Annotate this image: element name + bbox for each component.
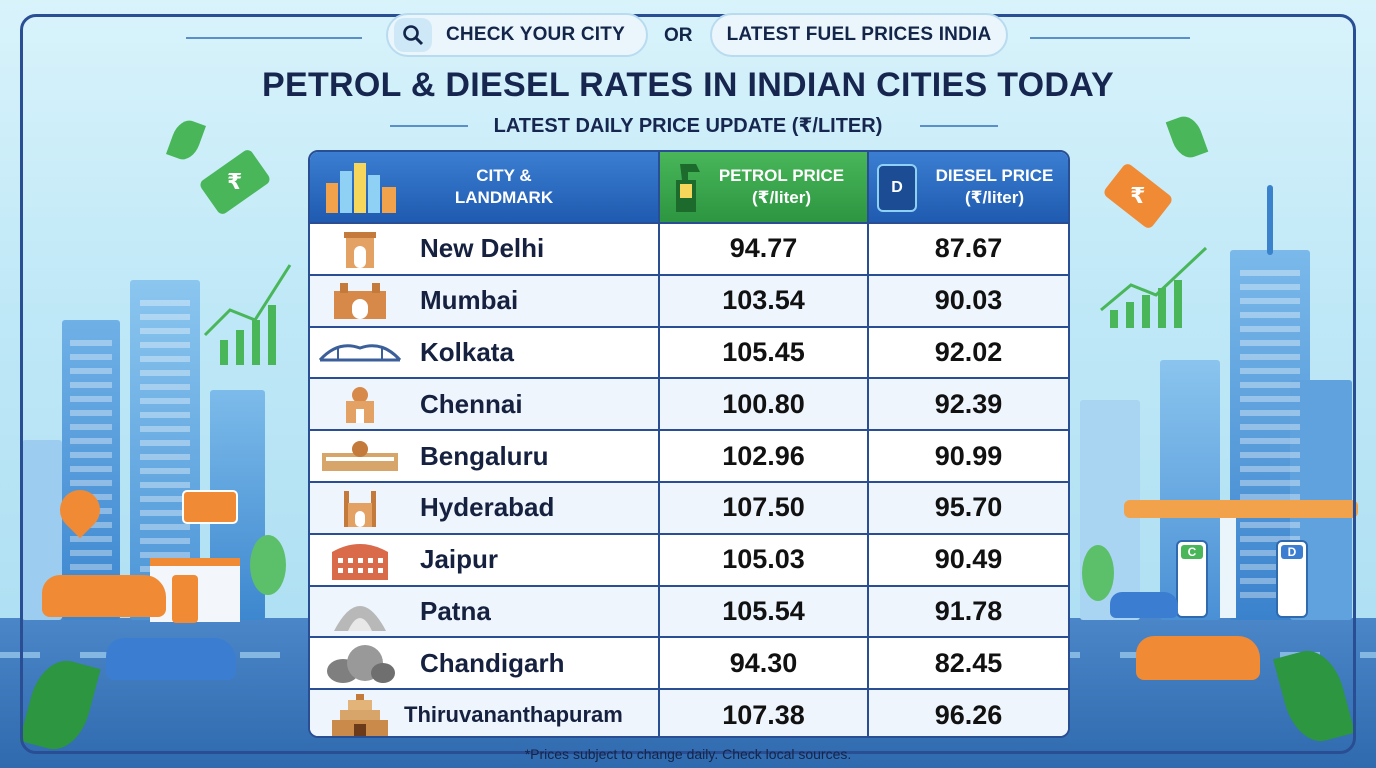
car-orange-right — [1136, 636, 1260, 680]
price-table: CITY & LANDMARK PETROL PRICE (₹/liter) D… — [308, 150, 1070, 738]
fuel-nozzle-icon — [676, 164, 700, 212]
city-name: New Delhi — [420, 233, 545, 264]
petrol-price: 94.30 — [658, 638, 867, 689]
diesel-price: 92.39 — [867, 379, 1068, 430]
city-skyline-icon — [326, 163, 396, 213]
diesel-price: 82.45 — [867, 638, 1068, 689]
petrol-price: 107.50 — [658, 482, 867, 533]
petrol-price: 105.03 — [658, 534, 867, 585]
city-name: Mumbai — [420, 285, 519, 316]
car-blue-right — [1110, 592, 1178, 618]
city-name: Patna — [420, 595, 491, 626]
diesel-price: 92.02 — [867, 327, 1068, 378]
diesel-price: 91.78 — [867, 586, 1068, 637]
diesel-price: 90.49 — [867, 534, 1068, 585]
header-diesel-line2: (₹/liter) — [964, 188, 1025, 207]
table-body: New Delhi 94.77 87.67 Mumbai 103.54 90.0… — [310, 222, 1068, 736]
pump-d-label: D — [1281, 545, 1303, 559]
search-icon — [394, 18, 432, 52]
latest-fuel-prices-button[interactable]: LATEST FUEL PRICES INDIA — [710, 13, 1008, 57]
city-name: Hyderabad — [420, 492, 555, 523]
petrol-price: 103.54 — [658, 275, 867, 326]
page-title: PETROL & DIESEL RATES IN INDIAN CITIES T… — [262, 66, 1114, 104]
diesel-price: 96.26 — [867, 690, 1068, 736]
subtitle-line-left — [390, 125, 468, 127]
or-label: OR — [664, 25, 693, 46]
diesel-price: 90.99 — [867, 431, 1068, 481]
car-orange-left — [42, 575, 166, 617]
table-row: New Delhi 94.77 87.67 — [310, 222, 1068, 274]
header-diesel: D DIESEL PRICE (₹/liter) — [867, 152, 1068, 222]
price-sign — [182, 490, 238, 524]
deco-line-right-top — [1030, 37, 1190, 39]
table-row: Hyderabad 107.50 95.70 — [310, 480, 1068, 533]
car-blue-left — [106, 638, 236, 680]
diesel-pump-letter: D — [891, 179, 903, 196]
table-row: Bengaluru 102.96 90.99 — [310, 429, 1068, 481]
vidhana-soudha-icon — [318, 434, 402, 478]
table-row: Chandigarh 94.30 82.45 — [310, 636, 1068, 689]
golghar-icon — [324, 589, 396, 633]
header-petrol-line2: (₹/liter) — [751, 188, 812, 207]
header-city: CITY & LANDMARK — [310, 152, 658, 222]
chennai-building-icon — [324, 382, 396, 426]
city-name: Chennai — [420, 388, 523, 419]
petrol-price: 107.38 — [658, 690, 867, 736]
left-pump — [172, 575, 198, 623]
table-row: Kolkata 105.45 92.02 — [310, 325, 1068, 378]
diesel-pump-icon: D — [877, 164, 917, 212]
right-building-spire — [1267, 185, 1273, 255]
india-gate-icon — [324, 227, 396, 271]
rock-garden-icon — [324, 641, 396, 685]
table-row: Mumbai 103.54 90.03 — [310, 273, 1068, 326]
hawa-mahal-icon — [324, 538, 396, 582]
diesel-price: 95.70 — [867, 482, 1068, 533]
trend-chart-icon-right — [1100, 246, 1208, 328]
petrol-price: 102.96 — [658, 431, 867, 481]
subtitle-line-right — [920, 125, 998, 127]
gas-station-pillar — [1220, 518, 1236, 618]
tree-right — [1082, 545, 1114, 601]
table-row: Patna 105.54 91.78 — [310, 584, 1068, 637]
header-petrol: PETROL PRICE (₹/liter) — [658, 152, 867, 222]
latest-fuel-prices-label: LATEST FUEL PRICES INDIA — [726, 24, 992, 45]
page-subtitle: LATEST DAILY PRICE UPDATE (₹/LITER) — [493, 115, 883, 137]
table-row: Jaipur 105.03 90.49 — [310, 532, 1068, 585]
diesel-price: 87.67 — [867, 224, 1068, 274]
city-name: Kolkata — [420, 336, 514, 367]
table-row: Thiruvananthapuram 107.38 96.26 — [310, 688, 1068, 736]
table-header: CITY & LANDMARK PETROL PRICE (₹/liter) D… — [310, 152, 1068, 222]
header-city-line2: LANDMARK — [454, 188, 554, 207]
pump-d: D — [1276, 540, 1308, 618]
city-name: Bengaluru — [420, 440, 549, 471]
petrol-price: 94.77 — [658, 224, 867, 274]
diesel-price: 90.03 — [867, 275, 1068, 326]
city-name: Thiruvananthapuram — [404, 702, 623, 728]
charminar-icon — [324, 486, 396, 530]
header-diesel-line1: DIESEL PRICE — [935, 166, 1054, 185]
pump-c: C — [1176, 540, 1208, 618]
page-frame — [20, 14, 1356, 754]
trend-chart-icon-left — [203, 264, 292, 365]
header-petrol-line1: PETROL PRICE — [718, 166, 845, 185]
city-name: Jaipur — [420, 544, 499, 575]
city-name: Chandigarh — [420, 647, 565, 678]
deco-line-left-top — [186, 37, 362, 39]
pump-c-label: C — [1181, 545, 1203, 559]
gas-station-canopy — [1124, 500, 1358, 518]
howrah-bridge-icon — [318, 330, 402, 374]
header-city-line1: CITY & — [476, 166, 532, 185]
petrol-price: 105.45 — [658, 327, 867, 378]
petrol-price: 105.54 — [658, 586, 867, 637]
footnote: *Prices subject to change daily. Check l… — [524, 746, 852, 762]
check-your-city-button[interactable]: CHECK YOUR CITY — [386, 13, 648, 57]
petrol-price: 100.80 — [658, 379, 867, 430]
left-building-1 — [62, 320, 120, 620]
tree-left — [250, 535, 286, 595]
check-your-city-label: CHECK YOUR CITY — [446, 24, 625, 45]
padmanabhaswamy-temple-icon — [324, 693, 396, 736]
table-row: Chennai 100.80 92.39 — [310, 377, 1068, 430]
gateway-of-india-icon — [324, 279, 396, 323]
